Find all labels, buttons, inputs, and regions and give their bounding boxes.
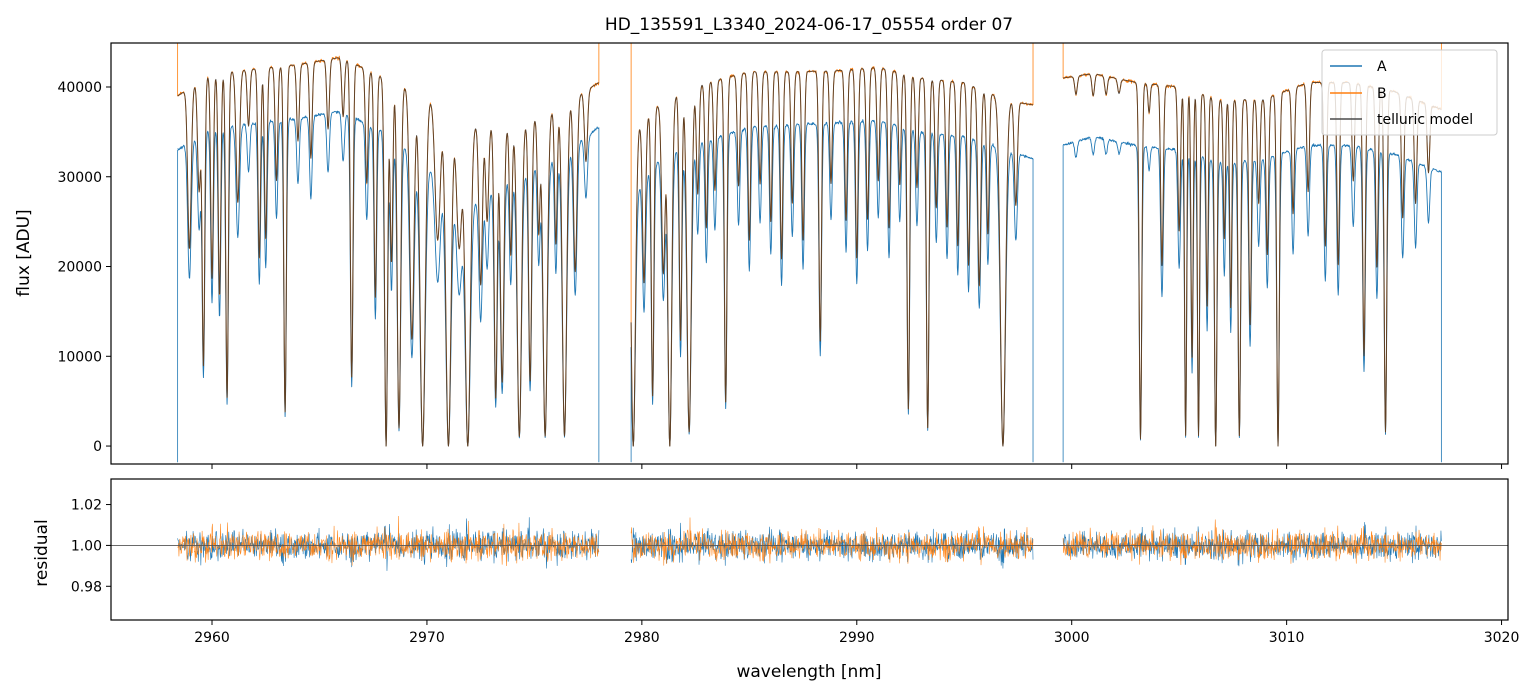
flux-y-tick-label: 10000 — [57, 349, 102, 365]
residual-b-line — [630, 517, 1034, 566]
residual-x-tick-label: 2990 — [839, 630, 875, 646]
residual-panel: 0.98 1.00 1.02 2960 2970 2980 2990 3000 3010 302… — [32, 478, 1519, 682]
residual-axes-frame — [110, 478, 1509, 621]
flux-panel: 0 10000 20000 30000 40000 flux [ADU] A B tel… — [14, 42, 1509, 469]
chart-title: HD_135591_L3340_2024-06-17_05554 order 0… — [605, 15, 1013, 35]
flux-x-ticks — [211, 464, 1503, 469]
telluric-model-line — [1063, 73, 1442, 447]
flux-y-axis: 0 10000 20000 30000 40000 — [57, 80, 111, 455]
residual-x-tick-label: 2980 — [624, 630, 660, 646]
flux-y-axis-label: flux [ADU] — [14, 209, 34, 296]
residual-b-line — [177, 515, 600, 567]
residual-x-tick-label: 3020 — [1484, 630, 1520, 646]
residual-x-axis: 2960 2970 2980 2990 3000 3010 3020 — [194, 620, 1519, 646]
flux-y-tick-label: 0 — [93, 439, 102, 455]
flux-y-tick-label: 30000 — [57, 170, 102, 186]
residual-plot-area — [111, 515, 1508, 571]
residual-y-tick-label: 1.00 — [71, 538, 102, 554]
residual-x-tick-label: 2960 — [194, 630, 230, 646]
residual-y-tick-label: 0.98 — [71, 579, 102, 595]
x-axis-label: wavelength [nm] — [736, 662, 881, 682]
series-a-line — [1062, 136, 1442, 447]
legend-box — [1321, 49, 1498, 136]
flux-plot-area — [177, 43, 1442, 463]
legend-label-b: B — [1377, 86, 1387, 102]
telluric-model-line — [630, 67, 1034, 447]
legend: A B telluric model — [1321, 49, 1498, 136]
residual-y-tick-label: 1.02 — [71, 498, 102, 514]
legend-label-a: A — [1377, 59, 1387, 75]
residual-x-tick-label: 3010 — [1269, 630, 1305, 646]
telluric-model-line — [177, 57, 600, 447]
residual-x-tick-label: 3000 — [1054, 630, 1090, 646]
flux-y-tick-label: 40000 — [57, 80, 102, 96]
legend-label-model: telluric model — [1377, 112, 1473, 128]
residual-x-tick-label: 2970 — [409, 630, 445, 646]
flux-y-tick-label: 20000 — [57, 260, 102, 276]
residual-y-axis-label: residual — [32, 519, 52, 586]
flux-axes-frame — [110, 42, 1509, 465]
residual-b-line — [1062, 519, 1442, 566]
series-a-line — [630, 119, 1034, 447]
residual-y-axis: 0.98 1.00 1.02 — [71, 498, 111, 595]
